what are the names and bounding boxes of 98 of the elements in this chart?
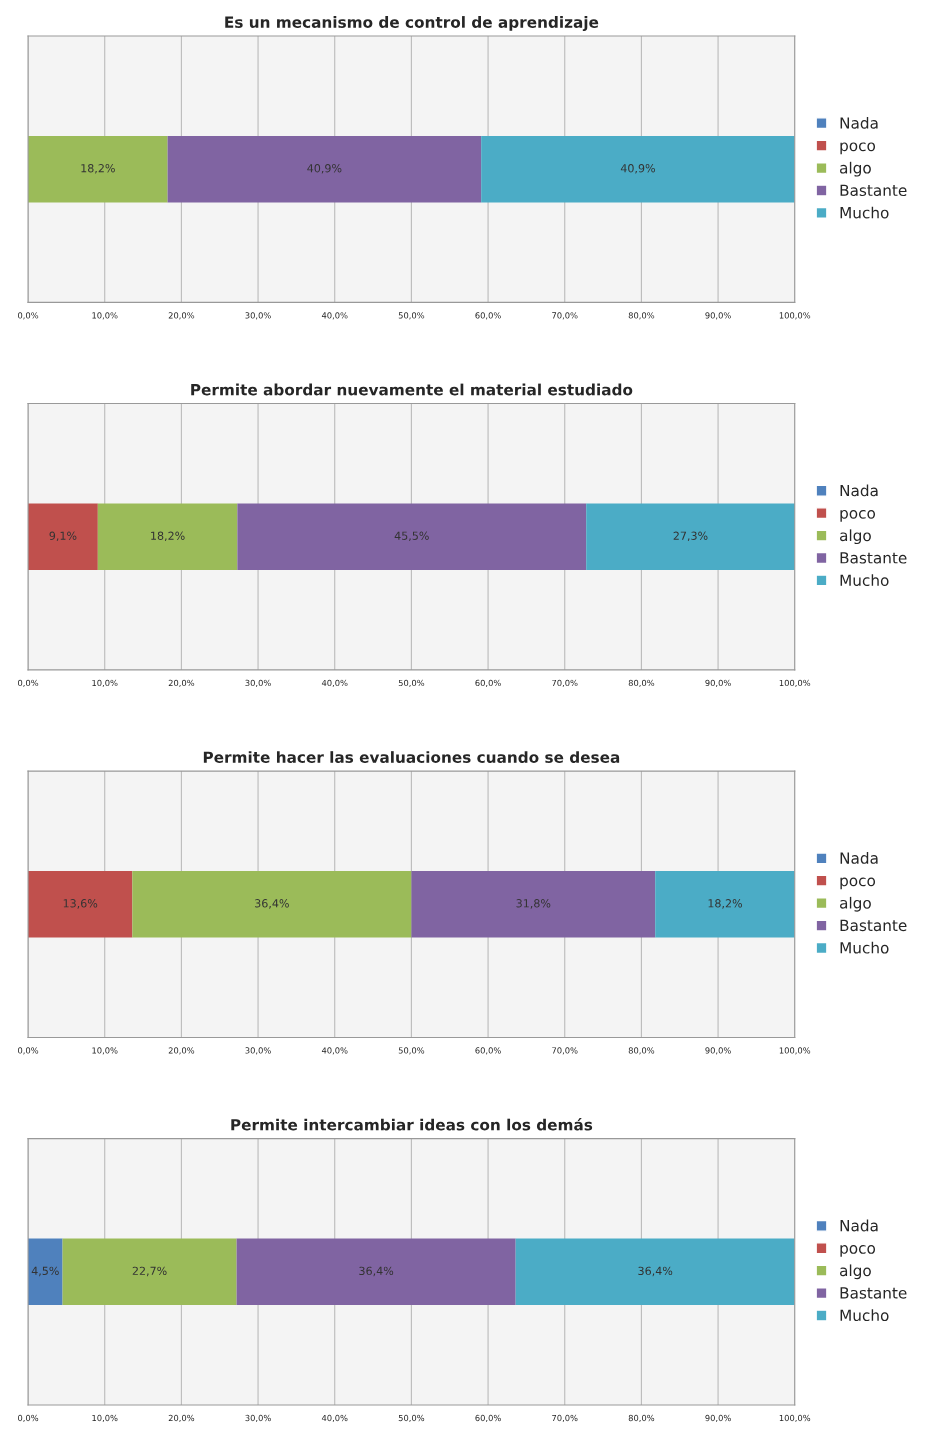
x-tick-label: 10,0% [92, 312, 118, 320]
legend-label: Nada [840, 852, 878, 864]
x-tick-label: 30,0% [245, 1414, 271, 1422]
x-tick-label: 90,0% [705, 1047, 731, 1055]
x-tick-label: 70,0% [552, 679, 578, 687]
x-tick-label: 60,0% [475, 1414, 501, 1422]
x-tick-label: 0,0% [18, 312, 39, 320]
legend-label: algo [840, 1264, 871, 1280]
legend-label: algo [840, 896, 871, 912]
data-label: 18,2% [151, 531, 185, 542]
x-tick-label: 80,0% [628, 1414, 655, 1422]
chart-title: Permite abordar nuevamente el material estudiado [191, 383, 633, 396]
x-tick-label: 70,0% [552, 1414, 578, 1422]
bar [655, 870, 795, 938]
x-tick-label: 80,0% [628, 679, 655, 687]
x-tick-label: 10,0% [92, 1047, 118, 1055]
chart-title: Permite hacer las evaluaciones cuando se desea [203, 751, 620, 763]
x-tick-label: 70,0% [552, 1047, 578, 1055]
bar [132, 870, 412, 938]
data-label: 36,4% [359, 1266, 394, 1277]
legend-label: poco [840, 509, 876, 522]
bar [586, 503, 795, 571]
legend-label: Bastante [840, 1287, 907, 1299]
legend-label: Nada [840, 484, 878, 497]
data-label: 36,4% [638, 1266, 673, 1277]
x-tick-label: 50,0% [398, 1047, 425, 1055]
x-tick-label: 30,0% [245, 1047, 271, 1055]
x-tick-label: 100,0% [779, 1414, 811, 1422]
bar [28, 135, 168, 203]
x-tick-label: 60,0% [475, 679, 501, 687]
legend-label: poco [840, 877, 876, 890]
data-label: 31,8% [516, 899, 551, 909]
x-tick-label: 40,0% [321, 679, 348, 687]
x-tick-label: 30,0% [245, 312, 271, 320]
x-tick-label: 50,0% [398, 1414, 425, 1422]
legend-label: poco [840, 1245, 876, 1257]
legend-label: Nada [840, 116, 878, 129]
x-tick-label: 10,0% [92, 1414, 118, 1422]
legend-label: Mucho [840, 574, 889, 587]
bar [28, 503, 98, 571]
x-tick-label: 0,0% [18, 1047, 39, 1055]
data-label: 45,5% [394, 531, 429, 542]
bar [481, 135, 795, 203]
x-tick-label: 20,0% [168, 312, 195, 320]
legend-label: Mucho [840, 941, 889, 954]
x-tick-label: 30,0% [245, 679, 271, 687]
legend-label: Bastante [840, 919, 907, 932]
x-tick-label: 50,0% [398, 679, 425, 687]
data-label: 18,2% [81, 164, 115, 174]
legend-label: Nada [840, 1219, 878, 1232]
x-tick-label: 20,0% [168, 1414, 195, 1422]
x-tick-label: 100,0% [779, 312, 811, 320]
bar [515, 1238, 795, 1306]
x-tick-label: 40,0% [321, 1414, 348, 1422]
data-label: 27,3% [673, 531, 708, 542]
data-label: 40,9% [307, 164, 342, 174]
x-tick-label: 0,0% [18, 679, 39, 687]
data-label: 22,7% [132, 1266, 167, 1277]
chart-title: Permite intercambiar ideas con los demás [231, 1118, 593, 1131]
data-label: 36,4% [255, 899, 289, 909]
x-tick-label: 20,0% [168, 1047, 195, 1055]
bar [236, 1238, 516, 1306]
x-tick-label: 40,0% [321, 312, 348, 320]
x-tick-label: 80,0% [628, 1047, 655, 1055]
x-tick-label: 80,0% [628, 312, 655, 320]
legend-label: Bastante [840, 184, 907, 197]
data-label: 13,6% [63, 899, 98, 909]
legend-label: algo [840, 161, 871, 177]
x-tick-label: 90,0% [705, 679, 731, 687]
bar [97, 503, 238, 571]
bar [62, 1238, 237, 1306]
legend-label: Mucho [840, 1309, 889, 1322]
x-tick-label: 90,0% [705, 312, 731, 320]
bar [411, 870, 656, 938]
legend-label: Mucho [840, 206, 889, 219]
data-label: 40,9% [620, 164, 655, 174]
x-tick-label: 10,0% [92, 679, 118, 687]
x-tick-label: 50,0% [398, 312, 425, 320]
x-tick-label: 60,0% [475, 1047, 501, 1055]
legend-label: Bastante [840, 552, 907, 564]
x-tick-label: 100,0% [779, 679, 811, 687]
bar [167, 135, 482, 203]
chart-title: Es un mecanismo de control de aprendizaje [225, 16, 599, 31]
x-tick-label: 40,0% [321, 1047, 348, 1055]
data-label: 18,2% [708, 899, 743, 909]
data-label: 9,1% [49, 531, 77, 542]
bar [28, 1238, 63, 1306]
bar [237, 503, 587, 571]
legend-label: algo [840, 529, 871, 545]
x-tick-label: 90,0% [705, 1414, 731, 1422]
x-tick-label: 0,0% [18, 1414, 39, 1422]
data-label: 4,5% [31, 1266, 59, 1277]
legend-label: poco [840, 142, 876, 155]
bar [28, 870, 133, 938]
x-tick-label: 100,0% [779, 1047, 811, 1055]
x-tick-label: 70,0% [552, 312, 578, 320]
x-tick-label: 20,0% [168, 679, 195, 687]
x-tick-label: 60,0% [475, 312, 501, 320]
